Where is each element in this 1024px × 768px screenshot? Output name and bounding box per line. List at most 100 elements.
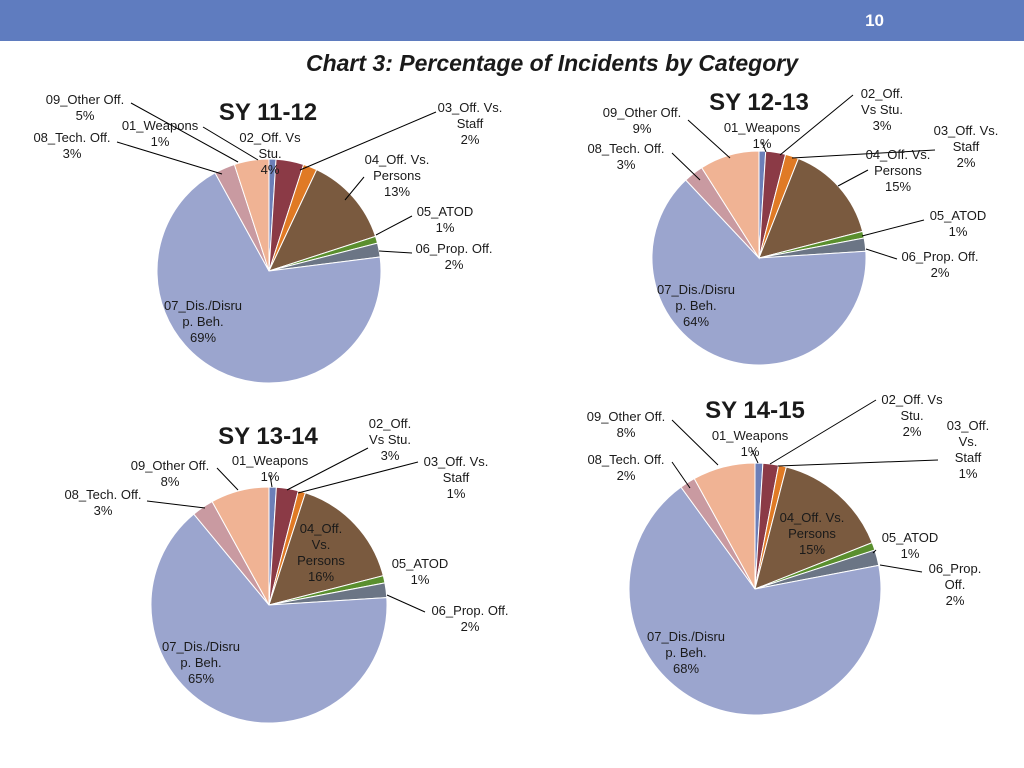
slice-label-line: p. Beh. — [180, 655, 221, 670]
slice-label-line: 09_Other Off. — [46, 92, 125, 107]
leader-line — [777, 459, 939, 467]
slice-label-line: 8% — [617, 425, 636, 440]
slice-label: 02_Off. Vs Stu. 3% — [369, 416, 411, 463]
slice-label-line: p. Beh. — [182, 314, 223, 329]
slice-label-line: Staff — [955, 450, 982, 465]
slice-label: 02_Off. Vs Stu. 2% — [881, 392, 943, 439]
slice-label-line: 02_Off. Vs — [239, 130, 301, 145]
slice-label-line: 15% — [799, 542, 825, 557]
slice-label-line: Persons — [297, 553, 345, 568]
pie-title: SY 12-13 — [709, 89, 809, 116]
slice-label: 01_Weapons 1% — [724, 120, 801, 151]
slice-label-line: 01_Weapons — [122, 118, 199, 133]
slice-label-line: 01_Weapons — [712, 428, 789, 443]
slice-label-line: 02_Off. — [369, 416, 411, 431]
slice-label-line: 09_Other Off. — [587, 409, 666, 424]
slide-title: Chart 3: Percentage of Incidents by Cate… — [305, 50, 799, 76]
slice-label-line: 06_Prop. Off. — [415, 241, 492, 256]
leader-line — [116, 141, 223, 175]
pie-slice — [268, 492, 384, 606]
slice-label-line: Staff — [953, 139, 980, 154]
slice-label-line: 5% — [76, 108, 95, 123]
leader-line — [286, 447, 369, 491]
slice-label: 04_Off. Vs. Persons 15% — [780, 510, 845, 557]
slice-label-line: 3% — [94, 503, 113, 518]
slice-label-line: 08_Tech. Off. — [64, 487, 141, 502]
slice-label-line: 4% — [261, 162, 280, 177]
slice-label-line: 04_Off. Vs. — [365, 152, 430, 167]
leader-line — [202, 126, 259, 161]
slice-label: 07_Dis./Disru p. Beh. 65% — [162, 639, 240, 686]
leader-line — [779, 94, 854, 156]
slice-label-line: 1% — [753, 136, 772, 151]
slice-label-line: 2% — [903, 424, 922, 439]
slice-label-line: 02_Off. Vs — [881, 392, 943, 407]
top-bar: 10 — [0, 0, 1024, 41]
slice-label-line: 2% — [445, 257, 464, 272]
slice-label-line: Persons — [373, 168, 421, 183]
slice-label: 06_Prop. Off. 2% — [901, 249, 978, 280]
leader-line — [861, 219, 925, 237]
leader-line — [761, 141, 767, 153]
slice-label: 07_Dis./Disru p. Beh. 64% — [657, 282, 735, 329]
slice-label: 01_Weapons 1% — [232, 453, 309, 484]
slice-label-line: 05_ATOD — [930, 208, 987, 223]
slice-label-line: 07_Dis./Disru — [647, 629, 725, 644]
slice-label-line: 06_Prop. Off. — [901, 249, 978, 264]
leader-line — [687, 119, 731, 159]
slice-label-line: 3% — [617, 157, 636, 172]
slice-label-line: Persons — [788, 526, 836, 541]
slice-label-line: p. Beh. — [665, 645, 706, 660]
leader-line — [299, 111, 437, 171]
slice-label: 08_Tech. Off. 2% — [587, 452, 664, 483]
slice-label: 04_Off. Vs. Persons 15% — [866, 147, 931, 194]
pie-slice — [233, 158, 270, 272]
slice-label-line: 03_Off. — [947, 418, 989, 433]
slice-label: 05_ATOD 1% — [930, 208, 987, 239]
slice-label-line: 3% — [381, 448, 400, 463]
pie-slice — [156, 172, 382, 384]
pie-title: SY 14-15 — [705, 397, 805, 424]
slice-label: 06_Prop. Off. 2% — [929, 561, 982, 608]
leader-line — [671, 419, 719, 466]
slice-label-line: 07_Dis./Disru — [164, 298, 242, 313]
slice-label: 06_Prop. Off. 2% — [415, 241, 492, 272]
slice-label: 05_ATOD 1% — [392, 556, 449, 587]
leader-line — [146, 500, 206, 509]
leader-line — [751, 449, 759, 464]
slice-label-line: 08_Tech. Off. — [33, 130, 110, 145]
slice-label: 08_Tech. Off. 3% — [33, 130, 110, 161]
slice-label-line: 2% — [617, 468, 636, 483]
slice-label-line: p. Beh. — [675, 298, 716, 313]
slice-label-line: 09_Other Off. — [603, 105, 682, 120]
slice-label-line: 07_Dis./Disru — [657, 282, 735, 297]
pie-slice — [150, 513, 388, 724]
slice-label-line: 06_Prop. — [929, 561, 982, 576]
leader-line — [837, 169, 869, 187]
slice-label-line: 1% — [436, 220, 455, 235]
slice-label: 05_ATOD 1% — [882, 530, 939, 561]
slice-label: 03_Off. Vs. Staff 1% — [424, 454, 489, 501]
slice-label-line: Vs. — [959, 434, 978, 449]
leader-line — [344, 176, 365, 201]
slice-label-line: 2% — [931, 265, 950, 280]
slice-label-line: 3% — [873, 118, 892, 133]
slice-label-line: 9% — [633, 121, 652, 136]
leader-line — [269, 474, 273, 488]
slice-label-line: 03_Off. Vs. — [438, 100, 503, 115]
slice-label-line: 05_ATOD — [392, 556, 449, 571]
slice-label: 03_Off. Vs. Staff 2% — [438, 100, 503, 147]
slice-label-line: 09_Other Off. — [131, 458, 210, 473]
slice-label: 09_Other Off. 5% — [46, 92, 125, 123]
slice-label-line: 64% — [683, 314, 709, 329]
slice-label: 07_Dis./Disru p. Beh. 68% — [647, 629, 725, 676]
slice-label: 02_Off. Vs Stu. 4% — [239, 130, 301, 177]
leader-line — [769, 399, 877, 465]
leader-line — [216, 467, 239, 491]
slice-label: 09_Other Off. 8% — [587, 409, 666, 440]
slice-label-line: 1% — [949, 224, 968, 239]
